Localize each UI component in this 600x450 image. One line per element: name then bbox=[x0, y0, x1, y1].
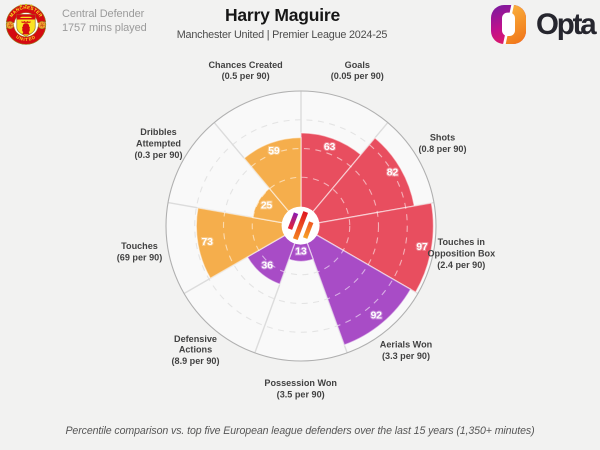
svg-text:Actions: Actions bbox=[179, 344, 212, 354]
svg-text:(0.5 per 90): (0.5 per 90) bbox=[222, 71, 270, 81]
svg-text:Touches: Touches bbox=[121, 241, 158, 251]
svg-text:Chances Created: Chances Created bbox=[208, 60, 282, 70]
svg-text:Goals: Goals bbox=[345, 60, 370, 70]
svg-text:Shots: Shots bbox=[430, 132, 455, 142]
svg-text:UNITED: UNITED bbox=[15, 34, 37, 42]
svg-text:Opposition Box: Opposition Box bbox=[427, 248, 495, 258]
svg-text:25: 25 bbox=[261, 201, 273, 212]
svg-text:59: 59 bbox=[268, 146, 280, 157]
svg-text:(0.3 per 90): (0.3 per 90) bbox=[134, 150, 182, 160]
svg-text:73: 73 bbox=[201, 237, 213, 248]
svg-text:(8.9 per 90): (8.9 per 90) bbox=[171, 356, 219, 366]
svg-text:(0.8 per 90): (0.8 per 90) bbox=[418, 144, 466, 154]
svg-text:Dribbles: Dribbles bbox=[140, 127, 176, 137]
svg-text:36: 36 bbox=[262, 261, 274, 272]
svg-text:(3.3 per 90): (3.3 per 90) bbox=[382, 351, 430, 361]
svg-text:Possession Won: Possession Won bbox=[264, 378, 337, 388]
svg-text:(3.5 per 90): (3.5 per 90) bbox=[277, 390, 325, 400]
svg-text:82: 82 bbox=[387, 168, 399, 179]
svg-text:Aerials Won: Aerials Won bbox=[380, 339, 432, 349]
svg-text:(2.4 per 90): (2.4 per 90) bbox=[437, 260, 485, 270]
svg-text:97: 97 bbox=[416, 242, 428, 253]
svg-text:(69 per 90): (69 per 90) bbox=[117, 252, 163, 262]
svg-text:Touches in: Touches in bbox=[438, 237, 485, 247]
svg-text:92: 92 bbox=[371, 310, 383, 321]
svg-text:13: 13 bbox=[295, 246, 307, 257]
svg-text:(0.05 per 90): (0.05 per 90) bbox=[331, 71, 384, 81]
svg-text:63: 63 bbox=[324, 142, 336, 153]
svg-text:Defensive: Defensive bbox=[174, 334, 217, 344]
svg-text:Attempted: Attempted bbox=[136, 138, 181, 148]
svg-text:Opta: Opta bbox=[536, 8, 597, 41]
